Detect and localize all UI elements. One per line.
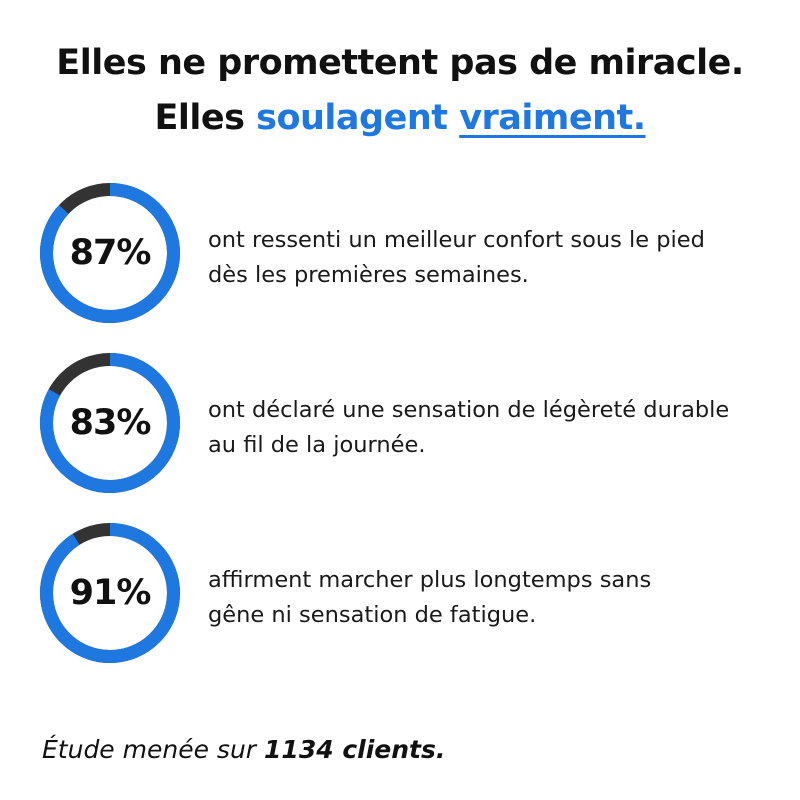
stat-percent: 87% xyxy=(69,233,152,273)
headline-line-2: Elles soulagent vraiment. xyxy=(0,91,800,146)
stat-description: affirment marcher plus longtemps sans gê… xyxy=(208,563,788,633)
stat-description-line-2: au fil de la journée. xyxy=(208,432,426,458)
stat-item-2: 83% ont déclaré une sensation de légèret… xyxy=(0,353,800,493)
headline-highlight: soulagent xyxy=(256,98,448,138)
stat-description-line-1: ont ressenti un meilleur confort sous le… xyxy=(208,227,705,253)
headline: Elles ne promettent pas de miracle. Elle… xyxy=(0,36,800,146)
stat-description-line-1: affirment marcher plus longtemps sans xyxy=(208,567,652,593)
footnote-prefix: Étude menée sur xyxy=(42,735,265,764)
stat-description-line-2: gêne ni sensation de fatigue. xyxy=(208,602,537,628)
progress-ring-graphic xyxy=(40,523,180,663)
stat-item-3: 91% affirment marcher plus longtemps san… xyxy=(0,523,800,663)
progress-ring-graphic xyxy=(40,353,180,493)
stat-description: ont ressenti un meilleur confort sous le… xyxy=(208,223,788,293)
stat-item-1: 87% ont ressenti un meilleur confort sou… xyxy=(0,183,800,323)
stat-description: ont déclaré une sensation de légèreté du… xyxy=(208,393,788,463)
progress-ring-fill xyxy=(40,183,180,323)
footnote-emphasis: 1134 clients. xyxy=(264,735,446,764)
progress-ring-graphic xyxy=(40,183,180,323)
stat-percent: 91% xyxy=(69,573,152,613)
headline-underlined-word: vraiment. xyxy=(459,98,646,138)
progress-ring xyxy=(40,353,180,493)
headline-line-1: Elles ne promettent pas de miracle. xyxy=(56,43,744,83)
progress-ring-fill xyxy=(40,523,180,663)
progress-ring xyxy=(40,523,180,663)
stat-description-line-1: ont déclaré une sensation de légèreté du… xyxy=(208,397,730,423)
stat-percent: 83% xyxy=(69,403,152,443)
headline-prefix: Elles xyxy=(154,98,257,138)
progress-ring xyxy=(40,183,180,323)
study-footnote: Étude menée sur 1134 clients. xyxy=(42,730,445,770)
headline-space xyxy=(448,98,460,138)
progress-ring-fill xyxy=(40,353,180,493)
stat-description-line-2: dès les premières semaines. xyxy=(208,262,529,288)
